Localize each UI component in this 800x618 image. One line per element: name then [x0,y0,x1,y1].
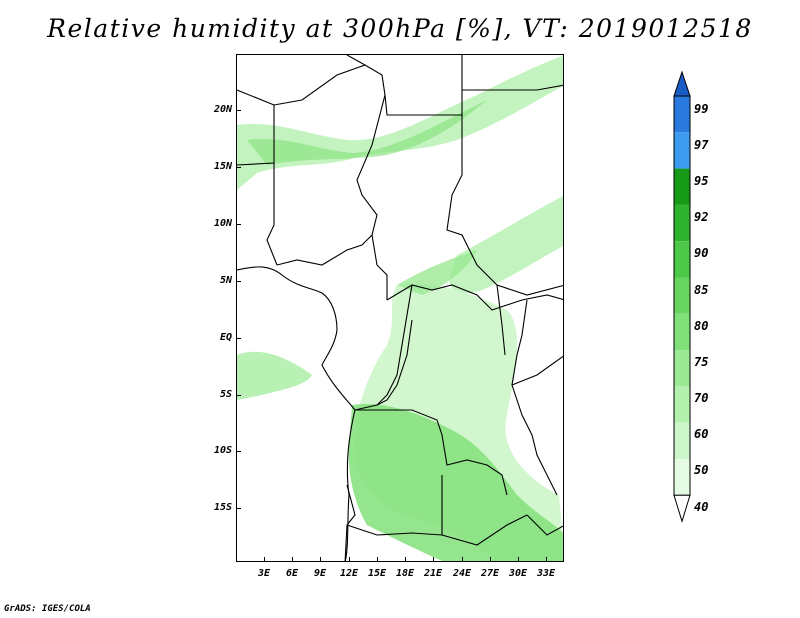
colorbar-segment [674,422,690,459]
lon-label-27e: 27E [480,568,500,579]
lat-tick [236,281,241,282]
country-borders [237,55,563,561]
humidity-west-coast [237,351,312,400]
lat-tick [236,110,241,111]
lon-label-15e: 15E [367,568,387,579]
lat-label-eq: EQ [219,332,232,343]
colorbar-label-50: 50 [694,463,709,477]
lat-label-15s: 15S [213,502,232,513]
colorbar-top-triangle [673,70,691,97]
lon-label-9e: 9E [313,568,327,579]
lat-tick [236,395,241,396]
lon-label-6e: 6E [285,568,299,579]
colorbar-label-85: 85 [694,283,709,297]
lat-label-10n: 10N [213,218,232,229]
lon-label-30e: 30E [508,568,528,579]
humidity-field [237,55,563,561]
lat-label-20n: 20N [213,104,232,115]
lon-tick [349,557,350,562]
lat-label-5n: 5N [219,275,232,286]
humidity-band-east [449,196,563,294]
humidity-congo-strip [397,250,477,295]
colorbar-bottom-triangle [673,494,691,524]
map-title: Relative humidity at 300hPa [%], VT: 201… [47,14,753,43]
lon-label-24e: 24E [452,568,472,579]
colorbar-segment [674,350,690,387]
humidity-angola-core [348,404,563,561]
colorbar-label-90: 90 [694,246,709,260]
colorbar-label-40: 40 [694,500,709,514]
lat-label-15n: 15N [213,161,232,172]
lon-tick [377,557,378,562]
colorbar-segment [674,132,690,169]
lon-tick [264,557,265,562]
grads-credit: GrADS: IGES/COLA [4,604,91,614]
colorbar-label-95: 95 [694,174,709,188]
lon-label-21e: 21E [423,568,443,579]
colorbar-segment [674,168,690,205]
colorbar-segment [674,459,690,496]
colorbar-label-80: 80 [694,319,709,333]
lon-label-18e: 18E [395,568,415,579]
lon-tick [546,557,547,562]
lat-label-5s: 5S [219,389,232,400]
lon-tick [320,557,321,562]
colorbar [673,70,691,524]
lat-tick [236,508,241,509]
lon-label-12e: 12E [339,568,359,579]
colorbar-segment [674,241,690,278]
lat-tick [236,167,241,168]
colorbar-label-99: 99 [694,102,709,116]
colorbar-label-75: 75 [694,355,709,369]
lat-tick [236,224,241,225]
colorbar-label-60: 60 [694,427,709,441]
lon-tick [292,557,293,562]
humidity-band-north [237,55,563,190]
lat-tick [236,451,241,452]
lat-tick [236,338,241,339]
lon-tick [490,557,491,562]
lat-label-10s: 10S [213,445,232,456]
lon-tick [433,557,434,562]
humidity-map [237,55,563,561]
lon-tick [518,557,519,562]
colorbar-segment [674,277,690,314]
humidity-band-north-core [247,100,487,165]
map-panel [236,54,564,562]
colorbar-segment [674,313,690,351]
colorbar-segment [674,96,690,133]
colorbar-label-92: 92 [694,210,709,224]
lon-label-33e: 33E [536,568,556,579]
colorbar-segment [674,386,690,423]
lon-tick [405,557,406,562]
lon-label-3e: 3E [257,568,271,579]
lon-tick [462,557,463,562]
colorbar-segment [674,204,690,242]
colorbar-label-70: 70 [694,391,709,405]
colorbar-label-97: 97 [694,138,709,152]
